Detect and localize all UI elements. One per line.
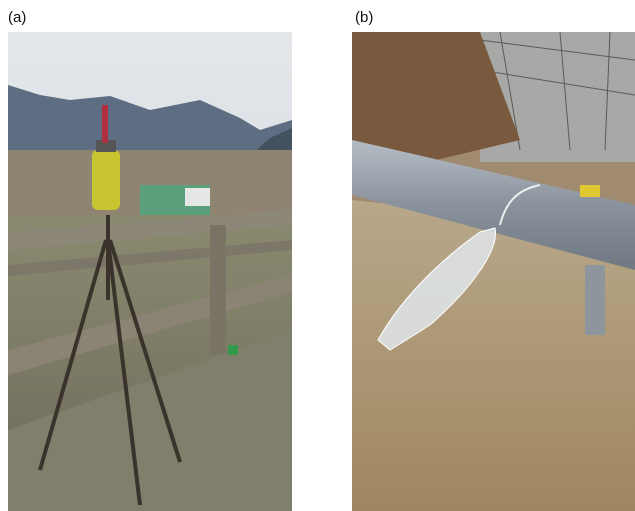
panel-label: (b)	[355, 9, 373, 26]
tag	[580, 185, 600, 197]
tripod	[38, 215, 182, 506]
gravel	[8, 330, 292, 511]
sampler-cap	[96, 140, 116, 152]
object	[228, 345, 238, 355]
net-lines	[479, 32, 635, 151]
dry-grass	[352, 200, 635, 511]
fence-rail	[8, 210, 292, 250]
sampler	[92, 150, 120, 210]
building	[185, 188, 210, 206]
guardrail-post	[585, 265, 605, 335]
photo-a	[8, 32, 292, 511]
photo-b	[352, 32, 635, 511]
sampling-bag	[377, 227, 497, 351]
panel-label: (a)	[8, 9, 26, 26]
inlet	[102, 105, 108, 143]
fence-post	[210, 225, 226, 355]
shrubs	[352, 32, 520, 180]
guardrail	[352, 140, 635, 270]
string	[499, 184, 541, 226]
mountains	[8, 85, 292, 170]
